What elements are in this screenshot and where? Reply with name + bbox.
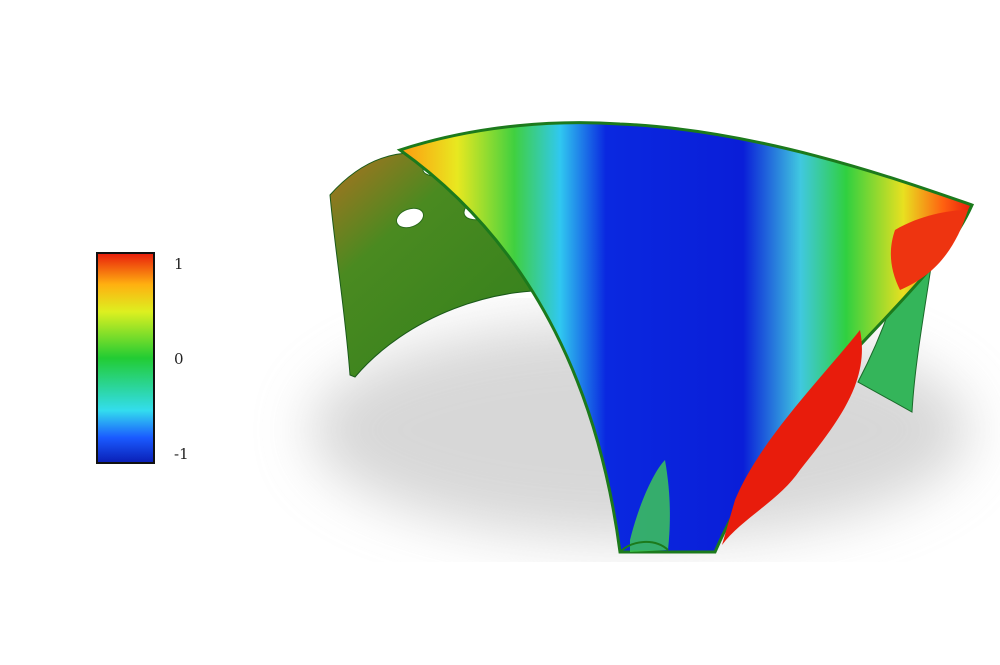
stress-hotspot [890,210,968,290]
colorbar-tick-label: 1 [174,255,184,273]
hole [395,207,425,229]
leg-edge [619,541,669,553]
stress-hotspot [722,330,862,545]
colorbar-tick-label: -1 [174,445,189,463]
colorbar-tick-label: 0 [174,350,184,368]
stress-patch [630,460,670,552]
colorbar [96,252,155,464]
colorbar-ticks: 1 0 -1 [174,255,189,463]
